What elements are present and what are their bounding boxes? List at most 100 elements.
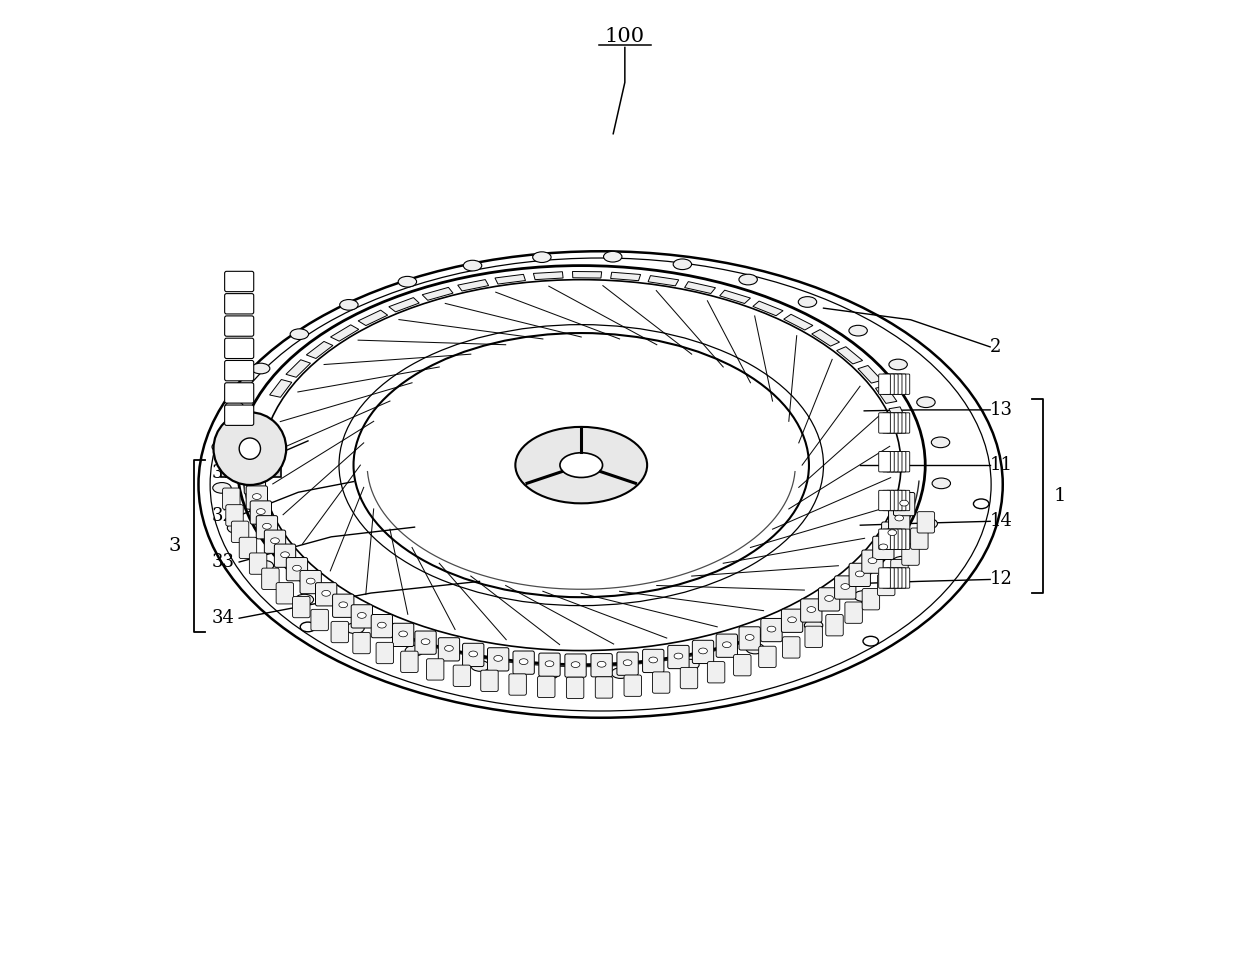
Polygon shape [784, 314, 813, 330]
Polygon shape [837, 347, 863, 364]
FancyBboxPatch shape [513, 651, 534, 674]
Polygon shape [753, 301, 784, 316]
Ellipse shape [856, 571, 864, 577]
FancyBboxPatch shape [887, 452, 898, 472]
Ellipse shape [224, 401, 243, 412]
FancyBboxPatch shape [539, 653, 560, 676]
Text: 31: 31 [211, 464, 234, 482]
Text: 11: 11 [991, 456, 1013, 474]
FancyBboxPatch shape [224, 271, 254, 292]
Polygon shape [221, 434, 280, 477]
Polygon shape [533, 271, 563, 280]
FancyBboxPatch shape [624, 675, 641, 697]
FancyBboxPatch shape [918, 512, 935, 533]
FancyBboxPatch shape [508, 673, 526, 695]
FancyBboxPatch shape [286, 557, 308, 580]
FancyBboxPatch shape [401, 651, 418, 672]
FancyBboxPatch shape [873, 536, 894, 559]
FancyBboxPatch shape [805, 626, 822, 647]
Ellipse shape [306, 578, 315, 584]
Text: 14: 14 [991, 513, 1013, 530]
FancyBboxPatch shape [862, 550, 883, 574]
Ellipse shape [611, 668, 630, 678]
FancyBboxPatch shape [887, 413, 898, 433]
FancyBboxPatch shape [761, 618, 782, 641]
Ellipse shape [546, 661, 554, 667]
Ellipse shape [471, 661, 490, 672]
FancyBboxPatch shape [894, 492, 915, 516]
Polygon shape [684, 282, 715, 294]
FancyBboxPatch shape [332, 594, 353, 617]
FancyBboxPatch shape [835, 576, 856, 599]
FancyBboxPatch shape [427, 659, 444, 680]
FancyBboxPatch shape [879, 568, 890, 588]
FancyBboxPatch shape [890, 559, 908, 580]
Ellipse shape [464, 261, 482, 271]
FancyBboxPatch shape [250, 501, 272, 524]
Text: 34: 34 [212, 610, 234, 627]
Ellipse shape [227, 522, 246, 533]
FancyBboxPatch shape [879, 490, 890, 511]
FancyBboxPatch shape [487, 647, 508, 671]
FancyBboxPatch shape [890, 452, 901, 472]
FancyBboxPatch shape [224, 316, 254, 336]
FancyBboxPatch shape [481, 671, 498, 692]
FancyBboxPatch shape [862, 588, 879, 610]
Ellipse shape [931, 437, 950, 448]
FancyBboxPatch shape [739, 627, 760, 650]
FancyBboxPatch shape [264, 530, 285, 553]
Ellipse shape [681, 659, 699, 670]
FancyBboxPatch shape [898, 568, 910, 588]
FancyBboxPatch shape [438, 638, 460, 661]
Ellipse shape [746, 643, 764, 654]
FancyBboxPatch shape [889, 508, 910, 531]
Ellipse shape [825, 596, 833, 602]
FancyBboxPatch shape [351, 605, 372, 628]
FancyBboxPatch shape [887, 529, 898, 549]
FancyBboxPatch shape [565, 654, 587, 677]
FancyBboxPatch shape [415, 631, 436, 654]
Ellipse shape [560, 453, 603, 478]
FancyBboxPatch shape [894, 568, 906, 588]
Polygon shape [719, 290, 750, 303]
Ellipse shape [973, 499, 990, 509]
Text: 33: 33 [211, 553, 234, 571]
Ellipse shape [932, 478, 951, 488]
Ellipse shape [649, 657, 657, 663]
Ellipse shape [841, 583, 849, 589]
Ellipse shape [900, 500, 909, 506]
FancyBboxPatch shape [910, 528, 928, 549]
FancyBboxPatch shape [849, 563, 870, 586]
Ellipse shape [805, 620, 823, 631]
Ellipse shape [739, 274, 758, 285]
Ellipse shape [916, 397, 935, 408]
Text: 32: 32 [212, 507, 234, 524]
Ellipse shape [405, 645, 424, 656]
Ellipse shape [879, 544, 888, 549]
Ellipse shape [673, 259, 692, 269]
Ellipse shape [322, 590, 331, 596]
FancyBboxPatch shape [898, 490, 910, 511]
FancyBboxPatch shape [879, 413, 890, 433]
Polygon shape [649, 275, 678, 286]
Polygon shape [286, 359, 310, 377]
FancyBboxPatch shape [894, 374, 906, 394]
Ellipse shape [895, 516, 904, 521]
FancyBboxPatch shape [818, 588, 839, 611]
Ellipse shape [255, 560, 274, 571]
FancyBboxPatch shape [826, 614, 843, 636]
Ellipse shape [295, 594, 314, 605]
Ellipse shape [888, 530, 897, 536]
Text: 2: 2 [991, 338, 1002, 356]
FancyBboxPatch shape [262, 568, 279, 589]
Ellipse shape [290, 328, 309, 339]
FancyBboxPatch shape [890, 568, 901, 588]
Ellipse shape [723, 641, 732, 647]
Ellipse shape [520, 659, 528, 665]
FancyBboxPatch shape [681, 668, 698, 689]
FancyBboxPatch shape [224, 294, 254, 314]
Ellipse shape [339, 602, 347, 608]
FancyBboxPatch shape [224, 383, 254, 403]
Ellipse shape [494, 655, 502, 661]
Ellipse shape [398, 276, 417, 287]
